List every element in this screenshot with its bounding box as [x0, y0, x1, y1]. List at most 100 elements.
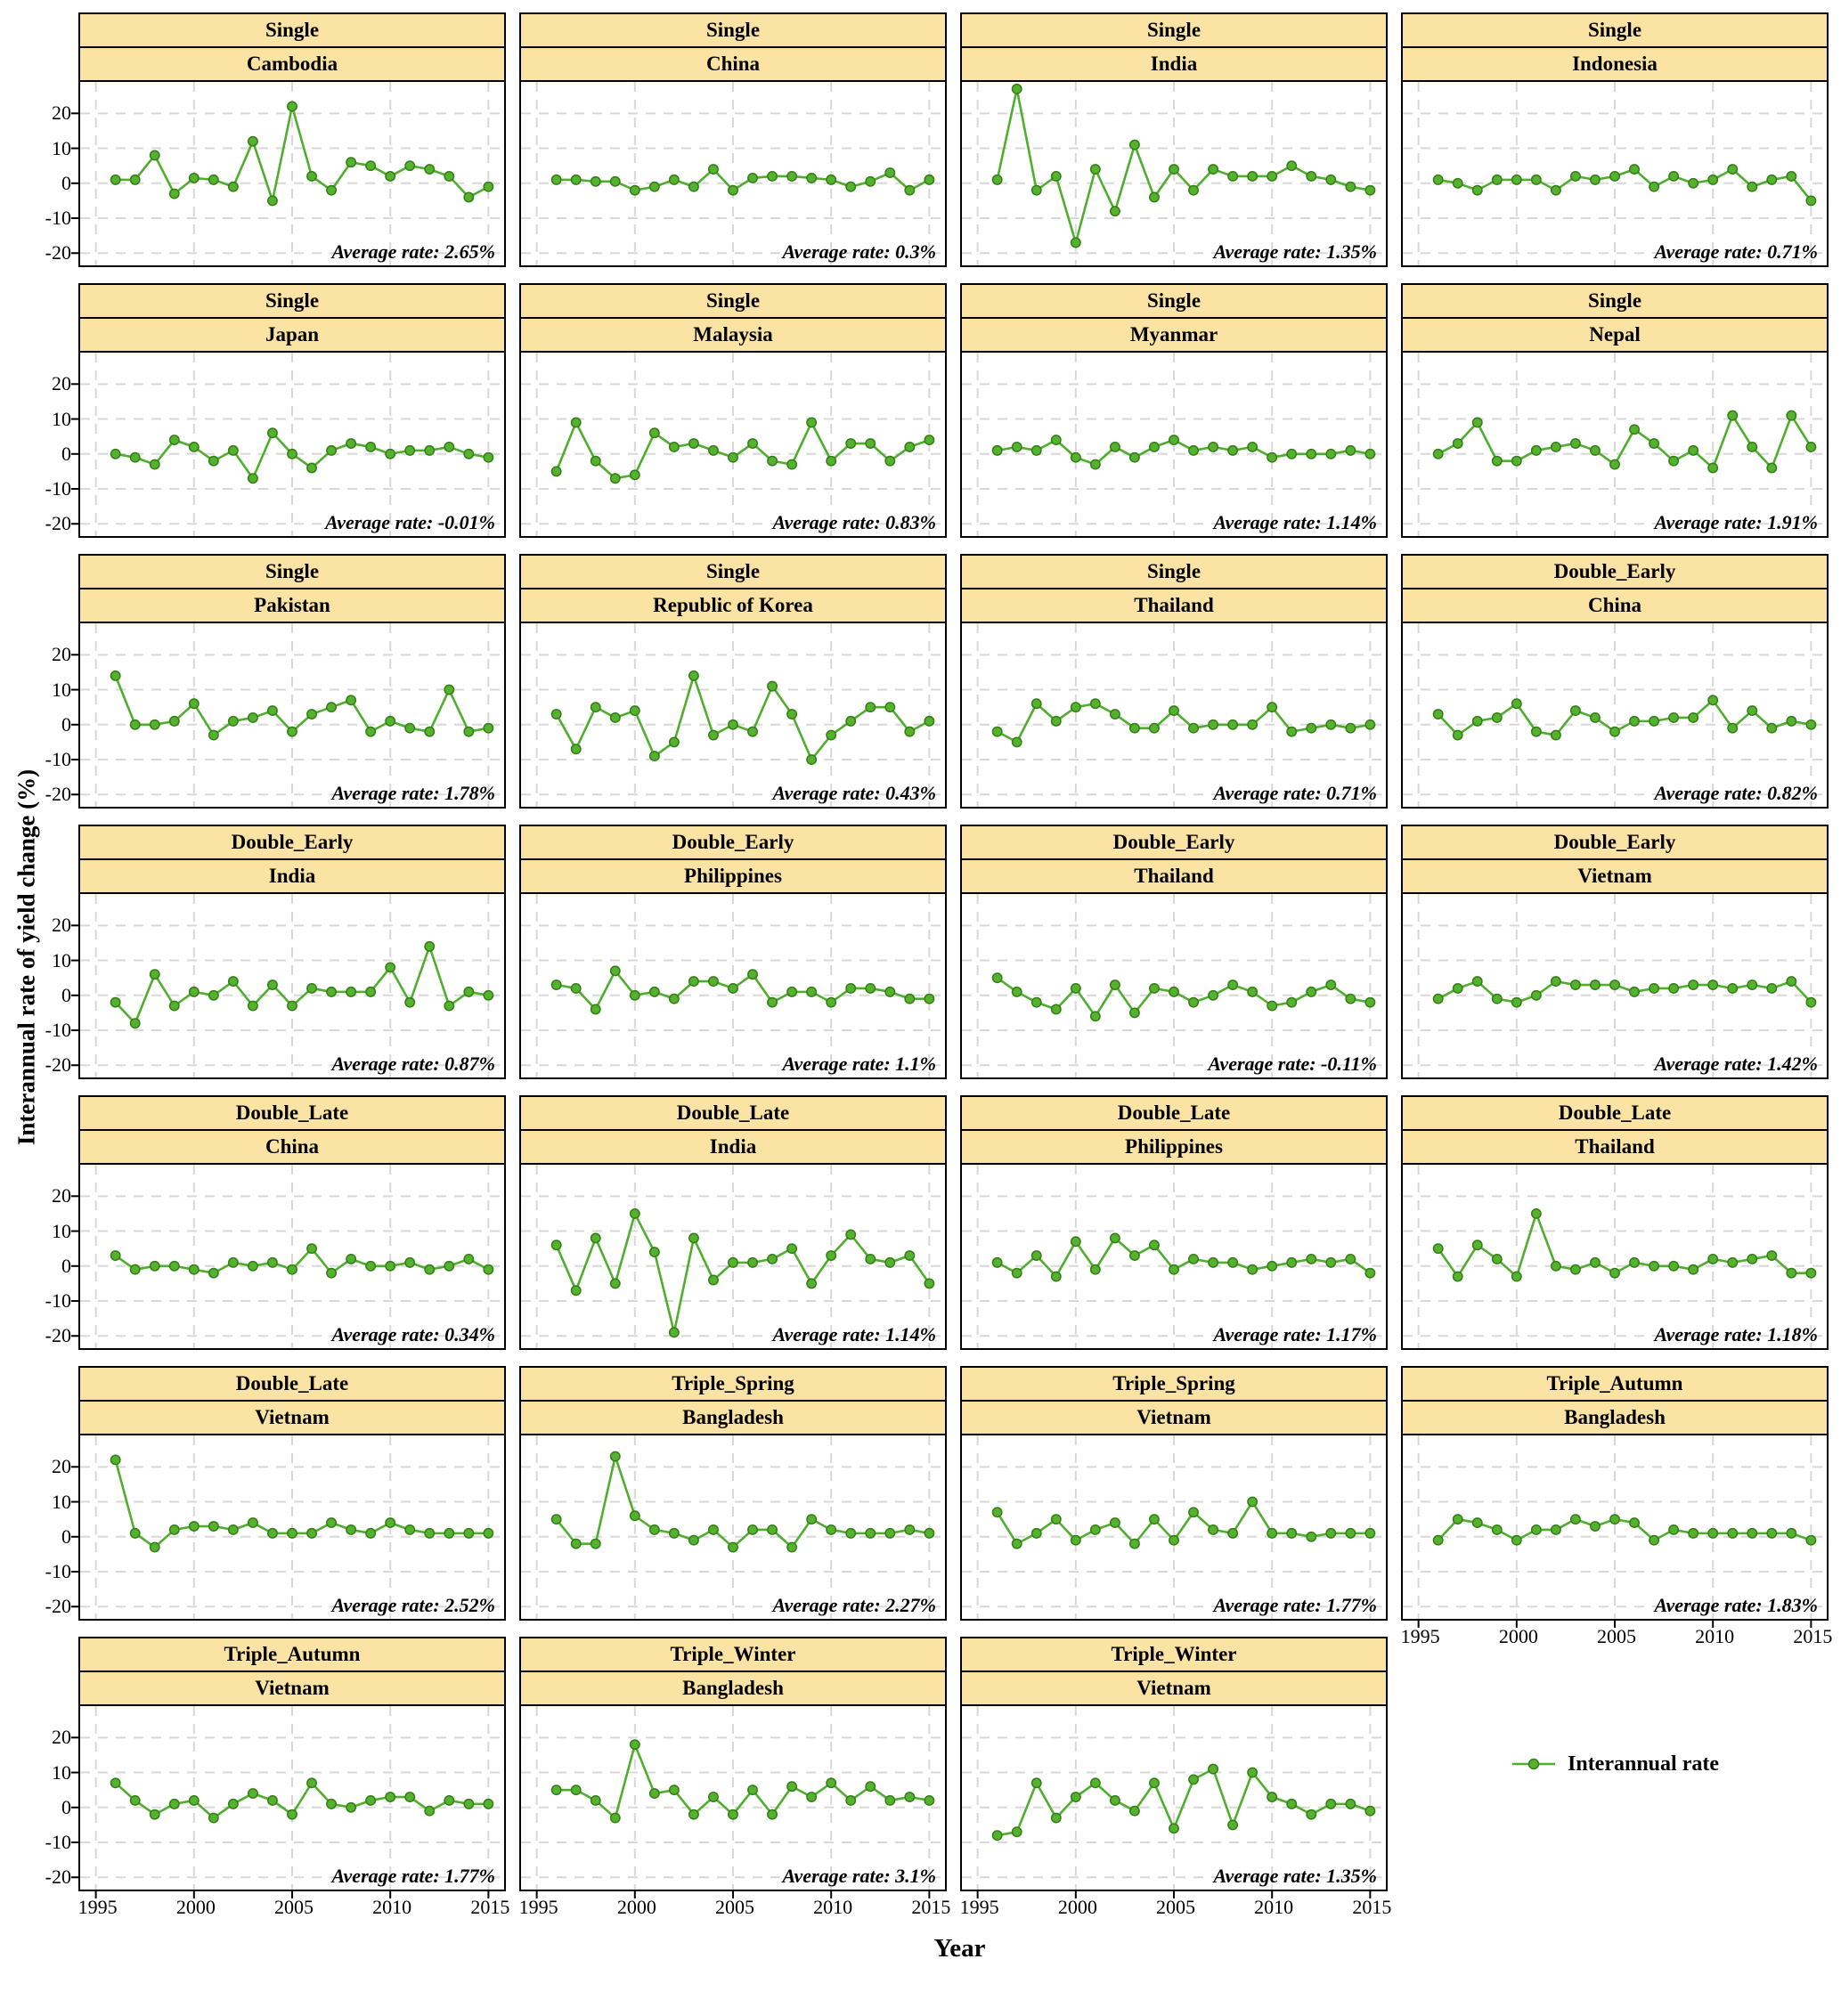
- data-point: [550, 1514, 562, 1525]
- data-point: [1050, 1514, 1062, 1525]
- plot-svg: [521, 353, 945, 536]
- data-point: [1688, 711, 1699, 723]
- average-rate-label: Average rate: 2.65%: [331, 240, 496, 263]
- strip-country-label: Thailand: [1401, 1129, 1829, 1165]
- data-point: [590, 1232, 601, 1244]
- strip-system-label: Double_Early: [78, 825, 506, 860]
- x-axis-tick-label: 1995: [959, 1896, 999, 1918]
- data-point: [865, 702, 876, 713]
- data-point: [1471, 1240, 1483, 1251]
- data-point: [1471, 1517, 1483, 1529]
- data-point: [570, 982, 582, 994]
- data-point: [1805, 441, 1817, 452]
- facet-panel: Single Japan Average rate: -0.01% 20 10 0 -10 -…: [45, 283, 506, 538]
- data-point: [346, 695, 357, 706]
- plot-svg: [962, 623, 1386, 807]
- data-point: [806, 986, 818, 997]
- facet-panel: Single Pakistan Average rate: 1.78% 20 10 0 -1…: [45, 554, 506, 809]
- plot-area: Average rate: 0.71%: [960, 622, 1388, 809]
- plot-svg: [71, 353, 504, 536]
- facet-panel: Double_Late China Average rate: 0.34% 20 10 0…: [45, 1095, 506, 1350]
- data-point: [1070, 982, 1081, 994]
- average-rate-label: Average rate: 1.83%: [1654, 1594, 1819, 1616]
- data-point: [1688, 177, 1699, 189]
- data-point: [1452, 1514, 1463, 1525]
- data-point: [806, 1792, 818, 1802]
- data-point: [728, 451, 738, 463]
- data-point: [884, 702, 896, 713]
- y-axis-tick-label: 20: [52, 1455, 71, 1478]
- data-point: [1208, 441, 1219, 452]
- data-point: [424, 1264, 436, 1275]
- data-point: [247, 135, 258, 147]
- data-point: [1805, 195, 1817, 207]
- data-point: [1747, 181, 1758, 192]
- data-point: [1267, 1527, 1278, 1539]
- data-point: [463, 191, 475, 203]
- data-point: [1432, 993, 1444, 1004]
- data-point: [1491, 174, 1503, 185]
- data-point: [1149, 441, 1160, 452]
- data-point: [629, 1739, 640, 1751]
- series-line: [115, 106, 489, 206]
- data-point: [1070, 1792, 1081, 1802]
- data-point: [1128, 1007, 1140, 1019]
- data-point: [1668, 455, 1680, 467]
- data-point: [991, 1256, 1003, 1268]
- data-point: [1089, 1011, 1101, 1022]
- data-point: [424, 444, 436, 456]
- data-point: [227, 1256, 239, 1268]
- data-point: [1707, 695, 1719, 706]
- data-point: [404, 1792, 416, 1802]
- strip-country-label: India: [960, 46, 1388, 82]
- strip-country-label: Philippines: [519, 858, 947, 894]
- average-rate-label: Average rate: 0.82%: [1654, 782, 1819, 804]
- data-point: [1089, 1524, 1101, 1535]
- data-point: [1550, 976, 1561, 988]
- data-point: [1227, 719, 1239, 730]
- data-point: [188, 986, 200, 997]
- data-point: [404, 722, 416, 734]
- data-point: [708, 729, 719, 741]
- data-point: [767, 1524, 778, 1535]
- data-point: [1169, 164, 1179, 175]
- data-point: [708, 164, 719, 175]
- average-rate-label: Average rate: 1.14%: [772, 1323, 937, 1345]
- data-point: [1364, 448, 1376, 459]
- data-point: [483, 722, 494, 734]
- plot-area: Average rate: 1.77%: [960, 1434, 1388, 1621]
- strip-system-label: Double_Late: [78, 1095, 506, 1131]
- plot-svg: [71, 623, 504, 807]
- data-point: [1629, 986, 1640, 997]
- average-rate-label: Average rate: 1.35%: [1213, 1865, 1378, 1887]
- data-point: [444, 1794, 455, 1806]
- data-point: [648, 1788, 660, 1800]
- data-point: [1530, 1207, 1542, 1219]
- data-point: [1267, 451, 1278, 463]
- data-point: [728, 1809, 738, 1820]
- data-point: [1530, 1524, 1542, 1535]
- data-point: [590, 1538, 601, 1549]
- data-point: [463, 1253, 475, 1264]
- strip-system-label: Double_Early: [1401, 825, 1829, 860]
- data-point: [991, 1830, 1003, 1841]
- strip-country-label: China: [78, 1129, 506, 1165]
- data-point: [728, 1541, 738, 1553]
- y-axis-tick-label: -10: [45, 1831, 71, 1854]
- data-point: [865, 1781, 876, 1792]
- data-point: [904, 993, 916, 1004]
- x-axis-tick-label: 2010: [1695, 1625, 1735, 1647]
- data-point: [1766, 722, 1778, 734]
- plot-area: Average rate: 1.91%: [1401, 351, 1829, 538]
- data-point: [845, 1527, 857, 1539]
- data-point: [629, 989, 640, 1001]
- data-point: [1089, 459, 1101, 470]
- y-axis-tick-label: 10: [52, 678, 71, 701]
- x-axis-tick-label: 2000: [175, 1896, 216, 1918]
- data-point: [1070, 237, 1081, 248]
- x-axis-tick-label: 2000: [1057, 1896, 1097, 1918]
- y-axis-tick-label: 10: [52, 1219, 71, 1242]
- data-point: [1649, 438, 1660, 449]
- data-point: [149, 1541, 160, 1553]
- data-point: [365, 441, 377, 452]
